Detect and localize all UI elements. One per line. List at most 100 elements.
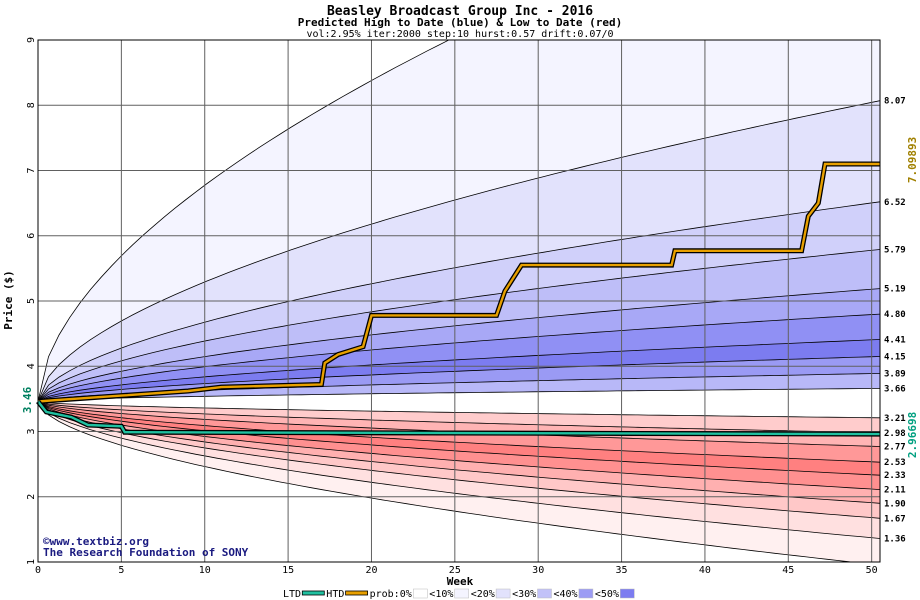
legend-label: <50%	[595, 589, 619, 600]
band-boundary-19	[38, 401, 880, 419]
chart-title: Beasley Broadcast Group Inc - 2016	[327, 4, 593, 19]
legend-label: HTD	[326, 589, 344, 600]
chart-subtitle: Predicted High to Date (blue) & Low to D…	[298, 16, 623, 29]
probability-bands	[38, 40, 880, 562]
legend-item: <20%	[471, 588, 511, 600]
htd-line	[37, 162, 880, 403]
ltd-line	[37, 400, 881, 436]
band-boundary-18	[38, 401, 880, 434]
legend-swatch	[620, 588, 635, 599]
upper-band-0	[38, 40, 880, 402]
band-boundary-0	[38, 40, 450, 402]
y-tick-label: 9	[26, 37, 37, 43]
watermark-line1: ©www.textbiz.org	[43, 535, 149, 548]
upper-band-1	[38, 100, 880, 402]
legend-swatch	[345, 590, 369, 596]
price-paths	[36, 161, 881, 437]
x-tick-label: 5	[118, 565, 124, 576]
band-boundary-16	[38, 401, 880, 463]
legend-item: HTD	[326, 589, 369, 600]
upper-band-9	[38, 388, 880, 405]
upper-band-6	[38, 339, 880, 402]
band-boundary-6	[38, 339, 880, 402]
x-tick-label: 50	[866, 565, 878, 576]
legend-label: <10%	[429, 589, 453, 600]
y-axis-label: Price ($)	[2, 270, 15, 330]
y-tick-label: 6	[26, 233, 37, 239]
legend-swatch	[578, 588, 594, 599]
band-end-label: 2.77	[884, 443, 906, 453]
upper-band-8	[38, 373, 880, 402]
legend-swatch	[537, 588, 552, 599]
legend-item: <40%	[554, 588, 594, 600]
y-tick-label: 4	[26, 363, 37, 369]
upper-band-7	[38, 356, 880, 402]
y-tick-label: 8	[26, 102, 37, 108]
band-boundary-11	[38, 401, 880, 539]
legend-swatch	[495, 588, 511, 599]
upper-band-4	[38, 288, 880, 402]
lower-band-8	[38, 401, 880, 433]
x-tick-label: 20	[365, 565, 377, 576]
watermark-line2: The Research Foundation of SONY	[43, 546, 249, 559]
legend-item: prob:0%	[370, 588, 428, 600]
lower-band-9	[38, 401, 880, 418]
band-end-label: 4.41	[884, 335, 906, 345]
legend-label: <40%	[554, 589, 578, 600]
legend-item: <50%	[595, 588, 635, 600]
x-tick-label: 0	[35, 565, 41, 576]
band-end-label: 3.66	[884, 384, 906, 394]
band-boundary-15	[38, 401, 880, 476]
band-boundary-7	[38, 356, 880, 402]
legend-swatch	[301, 590, 325, 596]
upper-band-2	[38, 201, 880, 402]
band-boundary-2	[38, 201, 880, 402]
band-boundary-9	[38, 388, 880, 402]
band-boundary-1	[38, 100, 880, 402]
band-end-label: 6.52	[884, 198, 906, 208]
band-boundary-12	[38, 401, 880, 519]
lower-band-2	[38, 401, 880, 519]
x-tick-label: 25	[449, 565, 461, 576]
chart-params: vol:2.95% iter:2000 step:10 hurst:0.57 d…	[306, 29, 613, 40]
lower-band-4	[38, 401, 880, 490]
legend-label: LTD	[283, 589, 301, 600]
band-end-label: 5.79	[884, 245, 906, 255]
legend-swatch	[413, 588, 428, 599]
x-tick-label: 35	[616, 565, 628, 576]
band-end-label: 1.36	[884, 535, 906, 545]
htd-final-label: 7.09893	[906, 137, 919, 183]
lower-band-0	[38, 401, 880, 562]
band-end-label: 2.53	[884, 458, 906, 468]
y-tick-label: 2	[26, 494, 37, 500]
x-tick-label: 10	[199, 565, 211, 576]
legend-swatch	[454, 588, 469, 599]
y-tick-label: 3	[26, 428, 37, 434]
x-axis-label: Week	[447, 575, 474, 588]
band-boundary-10	[38, 401, 855, 562]
lower-band-3	[38, 401, 880, 504]
y-tick-label: 1	[26, 559, 37, 565]
x-tick-label: 40	[699, 565, 711, 576]
legend-item: LTD	[283, 589, 325, 600]
legend-label: <20%	[471, 589, 495, 600]
legend-item: <30%	[512, 588, 552, 600]
y-tick-label: 7	[26, 167, 37, 173]
plot-frame	[37, 39, 881, 563]
x-tick-label: 45	[782, 565, 794, 576]
band-boundary-13	[38, 401, 880, 504]
ltd-final-label: 2.96698	[906, 412, 919, 458]
legend-item: <10%	[429, 588, 469, 600]
legend-label: prob:0%	[370, 589, 412, 600]
upper-band-5	[38, 314, 880, 402]
band-end-label: 8.07	[884, 97, 906, 107]
end-labels: 8.07 6.52 5.79 5.19 4.80 4.41 4.15 3.89 3.66 3.21…	[884, 97, 906, 545]
band-end-label: 1.67	[884, 514, 906, 524]
band-boundary-4	[38, 288, 880, 402]
band-boundary-5	[38, 313, 880, 402]
x-tick-label: 15	[282, 565, 294, 576]
y-tick-label: 5	[26, 298, 37, 304]
band-end-label: 3.21	[884, 414, 906, 424]
